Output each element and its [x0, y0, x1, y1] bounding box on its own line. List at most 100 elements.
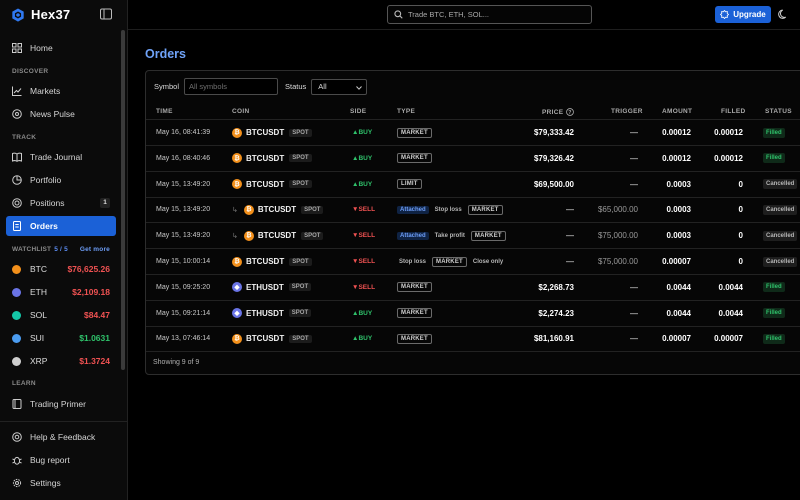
- search-input[interactable]: [408, 10, 588, 19]
- order-price: —: [566, 257, 574, 266]
- xrp-icon: [12, 356, 21, 366]
- watchlist-item-xrp[interactable]: XRP $1.3724: [12, 354, 116, 368]
- sidebar-item-portfolio[interactable]: Portfolio: [6, 170, 116, 190]
- order-time: May 15, 13:49:20: [156, 180, 211, 188]
- table-row[interactable]: May 16, 08:40:46 ₿ BTCUSDT SPOT ▲ BUY MA…: [146, 146, 800, 172]
- hex-logo-icon: [12, 7, 24, 22]
- table-row[interactable]: May 16, 08:41:39 ₿ BTCUSDT SPOT ▲ BUY MA…: [146, 120, 800, 146]
- order-price: —: [566, 205, 574, 215]
- status-badge: Filled: [763, 308, 785, 319]
- order-trigger: $75,000.00: [597, 231, 638, 241]
- table-row[interactable]: May 15, 13:49:20 ↳ ₿ BTCUSDT SPOT ▼ SELL…: [146, 223, 800, 250]
- sidebar-item-markets[interactable]: Markets: [6, 81, 116, 101]
- order-type: Stop loss MARKET Close only: [397, 249, 505, 274]
- status-badge: Cancelled: [763, 230, 798, 241]
- watchlist-item-eth[interactable]: ETH $2,109.18: [12, 285, 116, 299]
- receipt-icon: [13, 221, 21, 231]
- table-row[interactable]: May 15, 09:21:14 ◆ ETHUSDT SPOT ▲ BUY MA…: [146, 301, 800, 327]
- upgrade-label: Upgrade: [733, 10, 766, 19]
- table-row[interactable]: May 15, 10:00:14 ₿ BTCUSDT SPOT ▼ SELL S…: [146, 249, 800, 275]
- order-time: May 15, 13:49:20: [156, 206, 211, 214]
- info-icon[interactable]: ?: [566, 108, 575, 116]
- watchlist-count: 5 / 5: [54, 246, 68, 253]
- sidebar-item-positions[interactable]: Positions 1: [6, 193, 116, 213]
- sidebar-item-news-pulse[interactable]: News Pulse: [6, 104, 116, 124]
- order-symbol: BTCUSDT: [257, 205, 297, 215]
- market-tag: SPOT: [289, 257, 312, 266]
- bitcoin-icon: ₿: [232, 179, 242, 190]
- solana-icon: [12, 310, 21, 320]
- header-filled: FILLED: [721, 108, 746, 115]
- header-trigger: TRIGGER: [611, 108, 643, 115]
- watchlist-item-sol[interactable]: SOL $84.47: [12, 308, 116, 322]
- order-coin: ₿ BTCUSDT SPOT: [232, 120, 312, 145]
- watchlist-item-btc[interactable]: BTC $76,625.26: [12, 262, 116, 276]
- watchlist-title: WATCHLIST: [12, 246, 52, 253]
- order-status: Filled: [763, 146, 785, 171]
- order-type-tag: MARKET: [432, 256, 467, 267]
- moon-icon[interactable]: [778, 9, 789, 20]
- order-symbol: BTCUSDT: [246, 179, 285, 189]
- table-row[interactable]: May 15, 13:49:20 ↳ ₿ BTCUSDT SPOT ▼ SELL…: [146, 197, 800, 224]
- status-badge: Cancelled: [763, 179, 798, 190]
- status-badge: Filled: [763, 282, 785, 293]
- watchlist-price: $2,109.18: [72, 287, 110, 297]
- order-trigger: $65,000.00: [597, 205, 638, 215]
- order-side: ▲ BUY: [352, 326, 372, 351]
- side-label: BUY: [358, 129, 373, 136]
- sidebar-scrollbar[interactable]: [121, 30, 125, 370]
- sidebar-item-home[interactable]: Home: [6, 38, 116, 58]
- order-time: May 15, 13:49:20: [156, 232, 211, 240]
- order-price: $69,500.00: [533, 179, 574, 189]
- order-side: ▲ BUY: [352, 146, 372, 171]
- upgrade-button[interactable]: Upgrade: [715, 6, 771, 23]
- side-label: SELL: [358, 283, 376, 291]
- order-trigger: —: [630, 334, 638, 344]
- positions-count-badge: 1: [100, 198, 110, 208]
- get-more-link[interactable]: Get more: [79, 246, 110, 253]
- status-filter-select[interactable]: All: [311, 78, 368, 95]
- order-price: —: [566, 231, 574, 241]
- table-row[interactable]: May 13, 07:46:14 ₿ BTCUSDT SPOT ▲ BUY MA…: [146, 326, 800, 353]
- header-price: PRICE ?: [542, 108, 575, 116]
- sidebar-item-label: News Pulse: [30, 109, 75, 119]
- table-row[interactable]: May 15, 09:25:20 ◆ ETHUSDT SPOT ▼ SELL M…: [146, 275, 800, 301]
- order-time: May 13, 07:46:14: [156, 335, 211, 343]
- ethereum-icon: [12, 287, 21, 297]
- sidebar-item-settings[interactable]: Settings: [6, 473, 116, 493]
- sidebar-toggle-icon[interactable]: [99, 7, 113, 21]
- order-amount: 0.00012: [662, 128, 691, 137]
- status-badge: Filled: [763, 127, 785, 138]
- order-coin: ◆ ETHUSDT SPOT: [232, 275, 312, 300]
- arrow-up-icon: ▲: [352, 335, 359, 343]
- sidebar-item-orders[interactable]: Orders: [6, 216, 116, 236]
- side-label: BUY: [358, 154, 373, 162]
- side-label: BUY: [358, 335, 373, 343]
- order-subtype: Take profit: [434, 232, 465, 239]
- order-price: $2,268.73: [538, 282, 574, 292]
- sidebar-item-trading-primer[interactable]: Trading Primer: [6, 394, 116, 414]
- market-tag: SPOT: [289, 128, 312, 137]
- order-type-tag: LIMIT: [397, 179, 422, 190]
- order-coin: ◆ ETHUSDT SPOT: [232, 301, 312, 326]
- search-box[interactable]: [387, 5, 592, 24]
- table-row[interactable]: May 15, 13:49:20 ₿ BTCUSDT SPOT ▲ BUY LI…: [146, 172, 800, 198]
- order-subtype: Stop loss: [399, 258, 427, 265]
- order-symbol: ETHUSDT: [246, 282, 284, 292]
- arrow-down-icon: ▼: [352, 258, 359, 265]
- logo[interactable]: Hex37: [11, 7, 70, 22]
- watchlist-item-sui[interactable]: SUI $1.0631: [12, 331, 116, 345]
- side-label: SELL: [358, 206, 376, 214]
- ethereum-icon: ◆: [232, 308, 242, 319]
- order-type-tag: MARKET: [397, 333, 432, 344]
- sidebar-item-help[interactable]: Help & Feedback: [6, 427, 116, 447]
- section-track: TRACK: [12, 134, 37, 141]
- sidebar-item-bug-report[interactable]: Bug report: [6, 450, 116, 470]
- sidebar-item-trade-journal[interactable]: Trade Journal: [6, 147, 116, 167]
- symbol-filter-input[interactable]: [184, 78, 279, 95]
- order-filled: 0: [738, 205, 743, 215]
- bug-icon: [12, 456, 22, 465]
- gear-icon: [12, 478, 22, 488]
- order-time: May 15, 09:21:14: [156, 309, 211, 317]
- svg-text:?: ?: [569, 110, 572, 116]
